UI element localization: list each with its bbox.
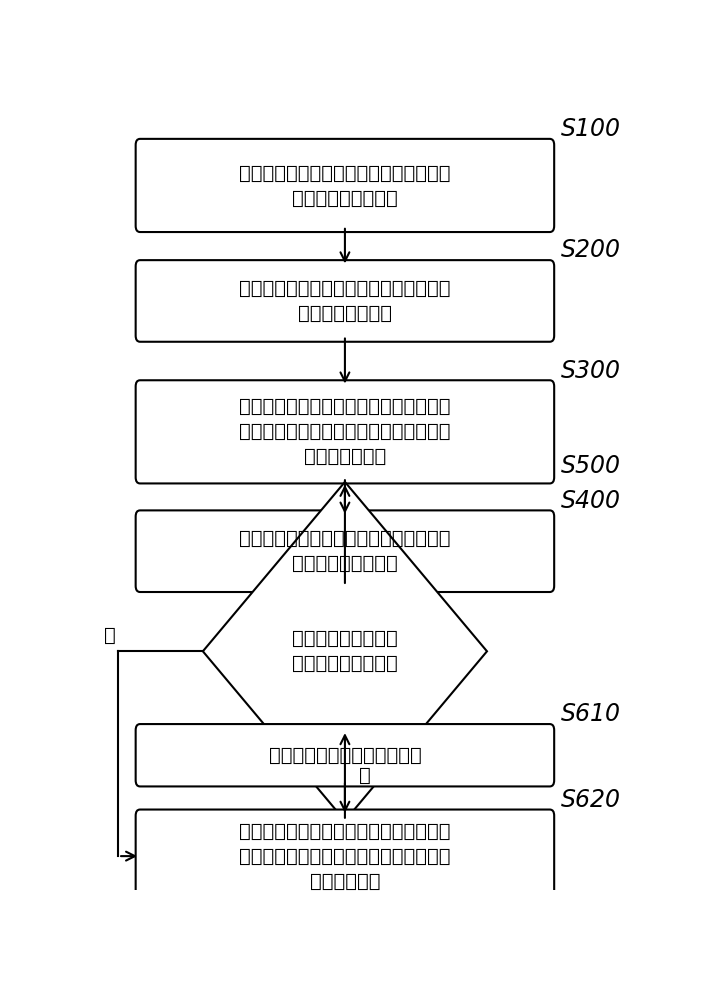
Text: 是: 是 [359,766,370,785]
Text: S100: S100 [560,117,620,141]
Text: 根据开机信号开启对应的冷风机构，并开
启蒸发式冷凝机构: 根据开机信号开启对应的冷风机构，并开 启蒸发式冷凝机构 [239,279,450,323]
FancyBboxPatch shape [135,724,554,786]
FancyBboxPatch shape [135,810,554,903]
Text: 获取停机信号，停机信号由多个冷风机构
中的一个或多个发出: 获取停机信号，停机信号由多个冷风机构 中的一个或多个发出 [239,529,450,573]
Text: S620: S620 [560,788,620,812]
Text: 持续开启蒸发式冷凝机构，关闭停机信号
对应的冷风机构，控制压缩机低负荷运行
第二预设时间: 持续开启蒸发式冷凝机构，关闭停机信号 对应的冷风机构，控制压缩机低负荷运行 第二… [239,822,450,891]
Text: 否: 否 [104,626,116,645]
Text: S200: S200 [560,238,620,262]
Text: 在开启蒸发式冷凝机构并运行第一预设时
间后，开启压缩机并控制压缩机低负荷运
行第二预设时间: 在开启蒸发式冷凝机构并运行第一预设时 间后，开启压缩机并控制压缩机低负荷运 行第… [239,397,450,466]
Polygon shape [203,482,487,821]
FancyBboxPatch shape [135,260,554,342]
Text: S610: S610 [560,702,620,726]
Text: S400: S400 [560,489,620,513]
Text: 关闭压缩机和蒸发式冷凝机构: 关闭压缩机和蒸发式冷凝机构 [269,746,422,765]
FancyBboxPatch shape [135,510,554,592]
Text: 获取开机信号，开机信号由多个冷风机构
中的一个或多个发出: 获取开机信号，开机信号由多个冷风机构 中的一个或多个发出 [239,163,450,207]
Text: 判断停机信号是否为
所有的冷风机构发出: 判断停机信号是否为 所有的冷风机构发出 [292,629,398,673]
FancyBboxPatch shape [135,139,554,232]
FancyBboxPatch shape [135,380,554,483]
Text: S300: S300 [560,359,620,383]
Text: S500: S500 [560,454,620,478]
